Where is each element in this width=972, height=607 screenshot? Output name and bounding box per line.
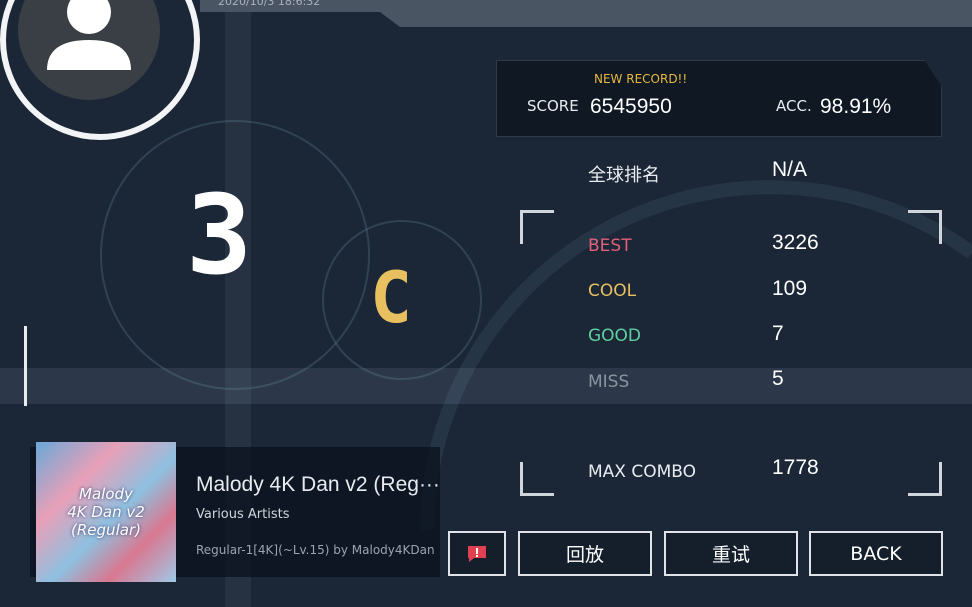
- cover-text: (Regular): [71, 521, 141, 539]
- best-value: 3226: [772, 231, 819, 254]
- top-bar: [200, 0, 972, 12]
- miss-value: 5: [772, 367, 784, 390]
- cover-text: 4K Dan v2: [67, 503, 145, 521]
- good-label: GOOD: [588, 326, 642, 346]
- top-bar-step: [380, 12, 972, 27]
- decor-ring-large: [420, 180, 972, 531]
- score-label: SCORE: [527, 97, 579, 115]
- max-combo-label: MAX COMBO: [588, 462, 697, 482]
- accuracy-label: ACC.: [776, 97, 812, 115]
- avatar[interactable]: [18, 0, 160, 100]
- accuracy-value: 98.91%: [820, 95, 892, 118]
- user-icon: [47, 0, 131, 70]
- play-datetime: 2020/10/3 18:6:32: [218, 0, 321, 8]
- background-stripe: [0, 368, 972, 404]
- song-cover: Malody 4K Dan v2 (Regular): [36, 442, 176, 582]
- grade-primary: 3: [186, 171, 253, 299]
- good-value: 7: [772, 322, 784, 345]
- frame-corner: [908, 210, 942, 244]
- cool-value: 109: [772, 277, 808, 300]
- cool-label: COOL: [588, 281, 637, 301]
- song-artist: Various Artists: [196, 507, 290, 522]
- report-button[interactable]: [448, 531, 506, 576]
- miss-label: MISS: [588, 372, 630, 392]
- cover-text: Malody: [79, 485, 133, 503]
- chart-info: Regular-1[4K](~Lv.15) by Malody4KDan: [196, 543, 435, 557]
- best-label: BEST: [588, 236, 632, 256]
- global-rank-value: N/A: [772, 158, 808, 181]
- frame-corner: [908, 462, 942, 496]
- score-value: 6545950: [590, 95, 672, 118]
- score-panel: [496, 60, 942, 137]
- max-combo-value: 1778: [772, 456, 819, 479]
- frame-corner: [520, 462, 554, 496]
- global-rank-label: 全球排名: [588, 165, 660, 186]
- grade-secondary: C: [370, 257, 413, 339]
- back-button[interactable]: BACK: [809, 531, 943, 576]
- frame-corner: [520, 210, 554, 244]
- decor-ring: [322, 220, 482, 380]
- retry-button[interactable]: 重试: [664, 531, 798, 576]
- song-title: Malody 4K Dan v2 (Reg···: [196, 473, 440, 496]
- replay-button[interactable]: 回放: [518, 531, 652, 576]
- side-marker: [24, 326, 27, 406]
- new-record-badge: NEW RECORD!!: [594, 72, 688, 86]
- exclamation-speech-icon: [468, 545, 486, 562]
